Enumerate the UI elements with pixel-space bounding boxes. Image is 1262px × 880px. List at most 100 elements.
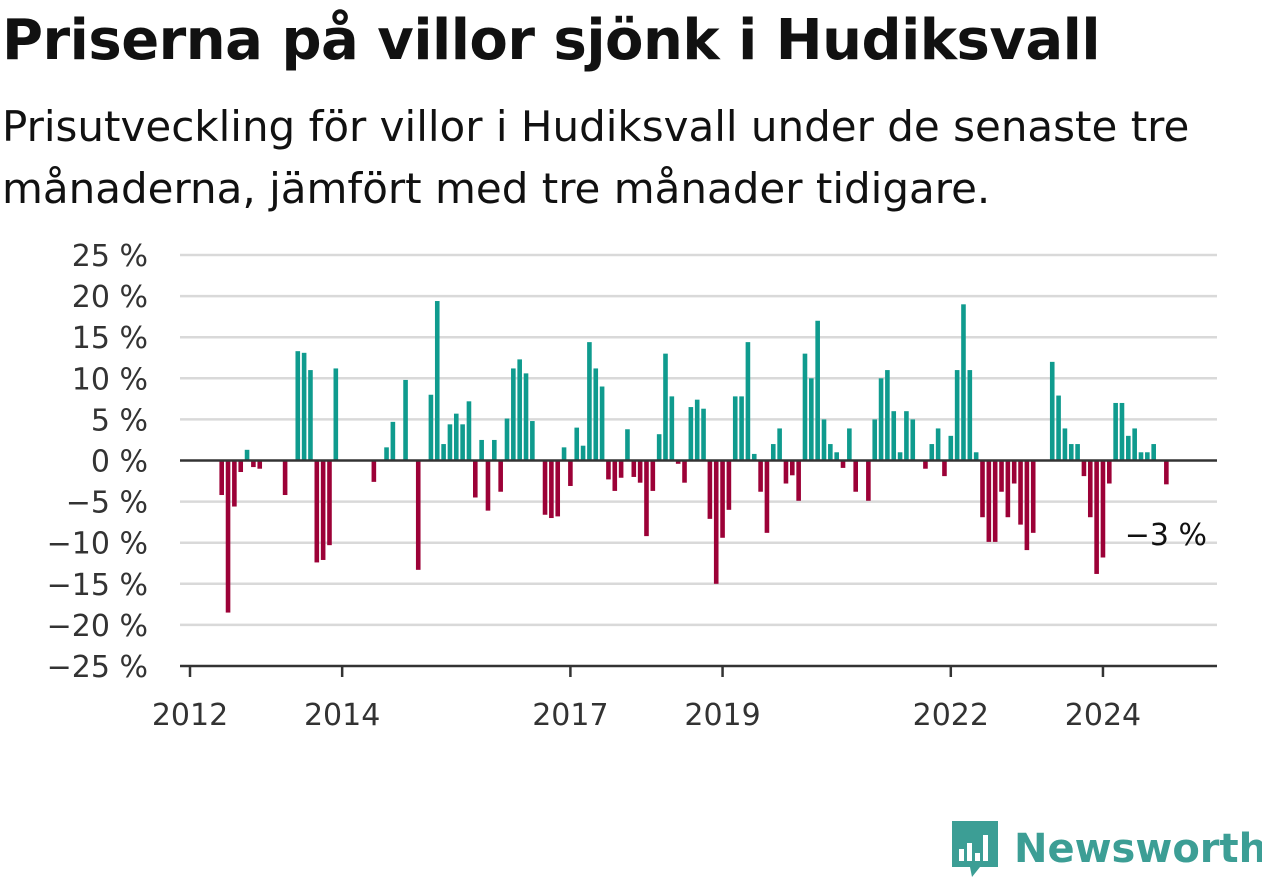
bar — [713, 460, 719, 584]
axes — [180, 459, 1217, 677]
bar — [1138, 452, 1144, 461]
bar — [1107, 460, 1112, 484]
bar — [815, 320, 820, 461]
bar — [1145, 452, 1150, 461]
bar — [973, 452, 979, 461]
bar — [473, 460, 478, 498]
bar — [1075, 444, 1080, 461]
bar — [618, 460, 624, 478]
bar — [561, 447, 567, 461]
bar — [656, 434, 662, 461]
bar — [840, 460, 846, 468]
bar — [1056, 395, 1061, 461]
x-axis-labels: 2012 2014 2017 2019 2022 2024 — [152, 698, 1141, 733]
bar — [675, 460, 681, 464]
bar — [460, 424, 465, 461]
bar — [1011, 460, 1017, 484]
bar — [790, 460, 795, 476]
y-tick-label: −10 % — [47, 527, 148, 562]
chart-subtitle: Prisutveckling för villor i Hudiksvall u… — [2, 102, 1190, 213]
x-tick-label: 2017 — [532, 698, 608, 733]
brand-name: Newsworthy — [1014, 826, 1262, 872]
bar — [219, 460, 224, 496]
bar — [751, 453, 757, 461]
bar — [485, 460, 491, 511]
bar — [371, 460, 377, 482]
chart-title: Priserna på villor sjönk i Hudiksvall — [2, 8, 1101, 73]
bar — [1119, 402, 1125, 461]
bar — [390, 421, 396, 461]
bar — [574, 427, 580, 461]
bar — [434, 301, 440, 461]
bar — [910, 419, 916, 461]
bar — [866, 460, 871, 501]
bar — [732, 396, 738, 461]
bar — [301, 352, 307, 461]
bar — [777, 428, 782, 461]
bar — [954, 370, 960, 461]
bar — [1049, 361, 1055, 461]
bar — [878, 378, 884, 461]
bar — [935, 428, 941, 461]
bar — [986, 460, 992, 542]
bar — [967, 370, 973, 461]
bar — [1151, 444, 1156, 461]
bar — [669, 396, 675, 461]
bar — [853, 460, 858, 492]
y-tick-label: −5 % — [66, 486, 148, 521]
bar — [587, 342, 592, 461]
bar — [580, 445, 586, 461]
bar — [1100, 460, 1106, 558]
bar — [238, 460, 244, 473]
bar — [821, 419, 827, 461]
bar — [764, 460, 770, 533]
bar — [1081, 460, 1087, 477]
x-tick-label: 2024 — [1065, 698, 1141, 733]
bar — [1126, 435, 1131, 461]
bar — [809, 378, 814, 461]
bar — [739, 396, 744, 461]
bar — [694, 399, 700, 461]
bar — [384, 447, 389, 461]
bar — [333, 368, 339, 461]
bar — [1068, 444, 1074, 461]
bar — [847, 428, 852, 461]
bar — [314, 460, 320, 563]
bar — [599, 386, 605, 461]
bar — [517, 359, 522, 461]
bar — [568, 460, 573, 486]
bar — [498, 460, 503, 492]
x-tick-label: 2022 — [913, 698, 989, 733]
bar — [295, 351, 301, 461]
bar — [948, 435, 954, 461]
bar — [942, 460, 947, 477]
bar — [612, 460, 618, 491]
bar — [707, 460, 713, 519]
bar — [904, 411, 909, 461]
bar — [415, 460, 421, 570]
newsworthy-logo: Newsworthy — [950, 818, 1262, 880]
bar — [796, 460, 801, 501]
bar — [682, 460, 687, 483]
bar — [872, 419, 878, 461]
bar — [320, 460, 326, 560]
bar — [530, 421, 535, 461]
y-tick-label: 0 % — [91, 445, 148, 480]
bar — [720, 460, 725, 538]
bar — [257, 460, 263, 469]
bar — [466, 401, 472, 461]
bar — [834, 452, 839, 461]
bar — [828, 444, 833, 461]
bar — [403, 379, 408, 461]
y-tick-label: −20 % — [47, 609, 148, 644]
bar — [1113, 402, 1118, 461]
bar — [479, 439, 484, 461]
y-tick-label: 15 % — [72, 321, 148, 356]
bar — [549, 460, 554, 519]
bar — [885, 370, 890, 461]
x-tick-label: 2019 — [684, 698, 760, 733]
bar — [244, 449, 250, 461]
bar — [492, 439, 497, 461]
bar — [688, 407, 694, 461]
bar — [232, 460, 237, 507]
